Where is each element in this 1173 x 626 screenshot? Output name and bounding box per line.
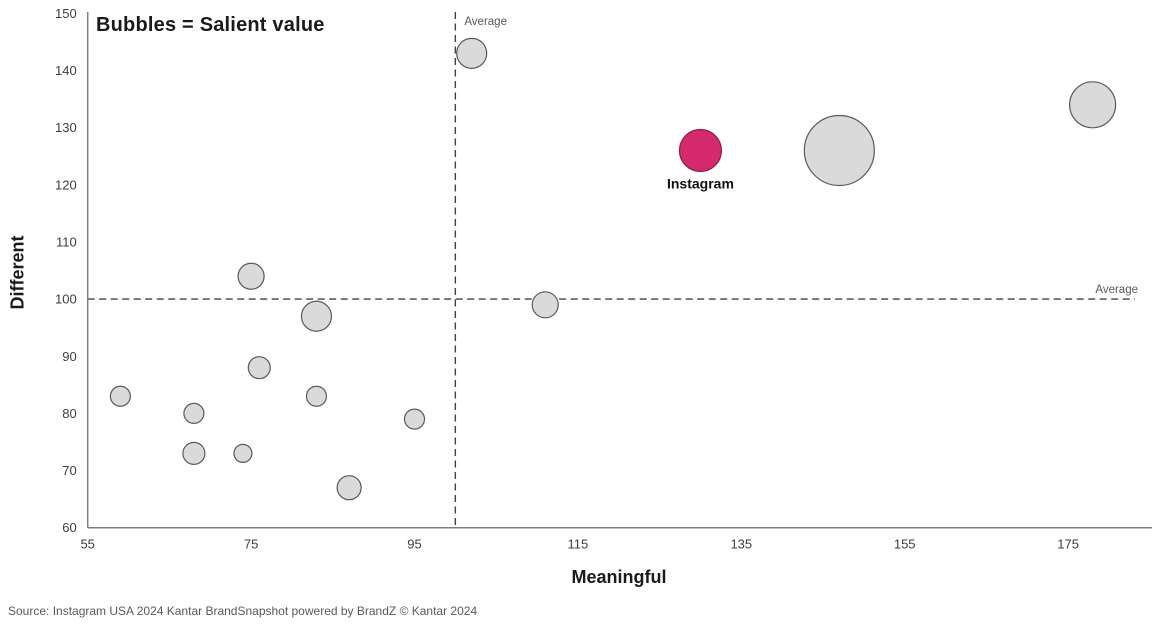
- y-tick-label: 150: [55, 6, 77, 21]
- y-tick-label: 130: [55, 120, 77, 135]
- bubble: [109, 385, 131, 407]
- bubble: [237, 262, 265, 290]
- bubble: [456, 37, 488, 69]
- bubble-instagram: [678, 128, 723, 173]
- y-tick-label: 70: [62, 463, 76, 478]
- x-tick-label: 75: [244, 537, 258, 552]
- x-tick-label: 55: [80, 537, 94, 552]
- bubble: [305, 385, 328, 407]
- bubble: [182, 441, 206, 466]
- y-tick-label: 120: [55, 177, 77, 192]
- x-tick-label: 155: [894, 537, 916, 552]
- average-label-right: Average: [1095, 284, 1138, 296]
- instagram-label: Instagram: [667, 176, 734, 192]
- y-tick-label: 80: [62, 406, 76, 421]
- bubble: [803, 114, 875, 187]
- bubble: [233, 443, 253, 464]
- bubble: [247, 356, 271, 380]
- y-tick-label: 100: [55, 292, 77, 307]
- bubble: [403, 408, 426, 430]
- bubble: [300, 300, 333, 332]
- x-axis-title: Meaningful: [571, 567, 667, 587]
- x-tick-label: 115: [568, 537, 589, 552]
- bubble: [531, 291, 559, 319]
- y-tick-label: 110: [56, 234, 77, 249]
- bubble: [183, 402, 205, 424]
- chart-title: Bubbles = Salient value: [96, 14, 325, 36]
- x-tick-label: 175: [1057, 537, 1079, 552]
- y-tick-label: 60: [62, 520, 76, 535]
- average-label-top: Average: [464, 16, 507, 28]
- bubble: [1069, 81, 1117, 129]
- x-tick-label: 135: [730, 537, 752, 552]
- source-note: Source: Instagram USA 2024 Kantar BrandS…: [8, 604, 478, 618]
- y-tick-label: 90: [62, 349, 76, 364]
- bubble: [336, 475, 362, 501]
- y-tick-label: 140: [55, 63, 77, 78]
- y-axis-title: Different: [7, 235, 28, 310]
- x-tick-label: 95: [407, 537, 421, 552]
